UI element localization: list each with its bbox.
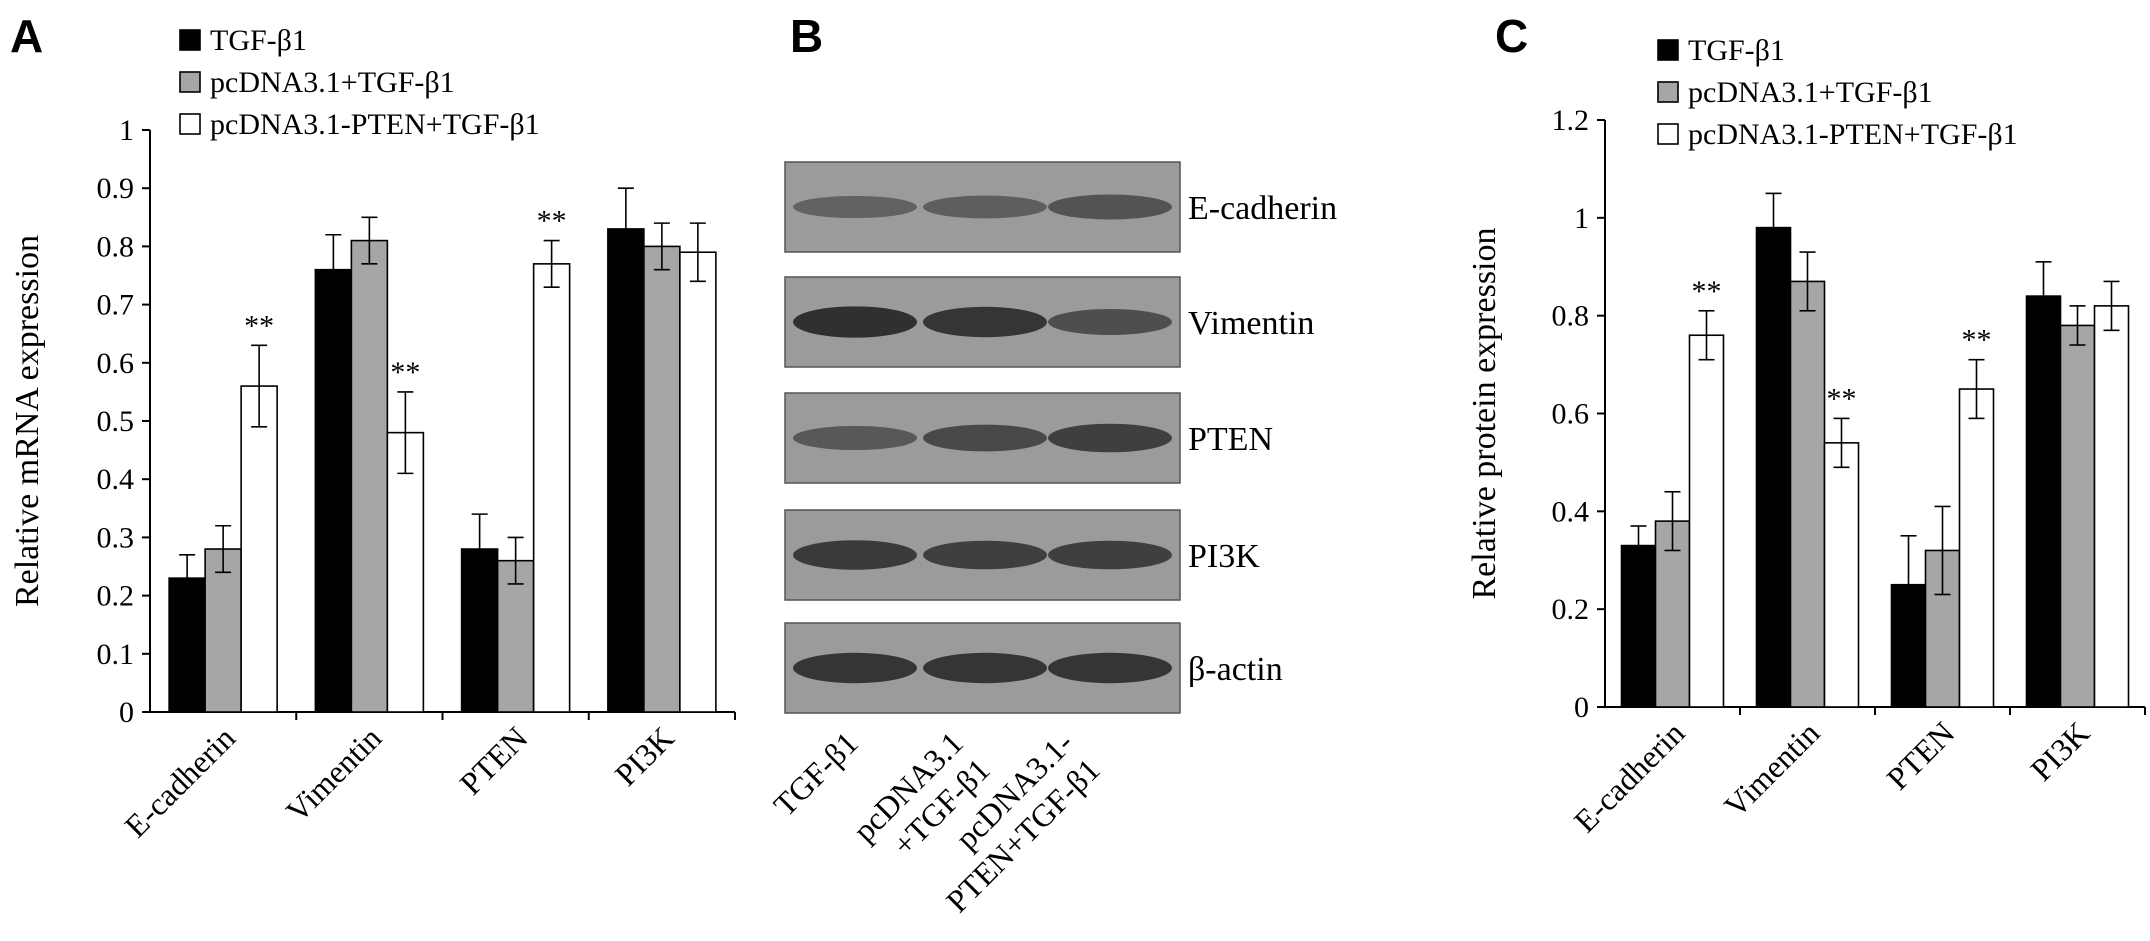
y-tick-label: 0.9 — [97, 172, 135, 205]
x-tick-label: E-cadherin — [117, 719, 242, 844]
legend-label: pcDNA3.1-PTEN+TGF-β1 — [1688, 118, 2018, 151]
legend-label: TGF-β1 — [210, 24, 307, 57]
bar — [350, 239, 389, 713]
bar — [1755, 226, 1792, 708]
y-tick-label: 1 — [119, 114, 134, 147]
y-axis-title: Relative protein expression — [1466, 227, 1503, 599]
x-tick-label: Vimentin — [1717, 714, 1827, 824]
legend-swatch — [179, 71, 201, 93]
bar — [607, 228, 645, 713]
chart-a: 0 0.1 0.2 0.3 0.4 0.5 0.6 0.7 0.8 0.9 1 Relative mR… — [9, 24, 736, 844]
legend-swatch — [1657, 39, 1679, 61]
panel-c-label: C — [1495, 10, 1528, 62]
y-tick-label: 0.4 — [97, 463, 135, 496]
blot-band — [1048, 540, 1172, 570]
legend-swatch — [1657, 81, 1679, 103]
band-label: Vimentin — [1188, 305, 1314, 342]
y-tick-label: 1 — [1574, 202, 1589, 235]
bar — [314, 268, 353, 713]
legend-label: TGF-β1 — [1688, 34, 1785, 67]
significance-marker: ** — [1692, 275, 1722, 308]
significance-marker: ** — [1962, 324, 1992, 357]
bar — [2093, 305, 2130, 708]
band-label: β-actin — [1188, 651, 1283, 688]
legend-swatch — [179, 29, 201, 51]
legend-label: pcDNA3.1+TGF-β1 — [210, 66, 455, 99]
bar — [240, 385, 278, 713]
bar — [1688, 334, 1725, 708]
blot-band — [793, 652, 917, 684]
band-label: PTEN — [1188, 421, 1273, 458]
bar — [1823, 442, 1860, 708]
blot-band — [1048, 309, 1172, 335]
bar — [1620, 544, 1657, 708]
blot-band — [923, 195, 1047, 219]
bar — [386, 431, 425, 713]
y-tick-label: 0.1 — [97, 638, 135, 671]
legend-label: pcDNA3.1-PTEN+TGF-β1 — [210, 108, 540, 141]
x-tick-label: Vimentin — [279, 719, 389, 829]
significance-marker: ** — [390, 356, 420, 389]
y-tick-label: 0.8 — [1552, 300, 1590, 333]
bar — [2025, 295, 2062, 708]
bar — [1789, 280, 1826, 708]
blot-band — [923, 540, 1047, 570]
blot-band — [1048, 423, 1172, 453]
blot-band — [923, 306, 1047, 338]
blot-band — [793, 425, 917, 451]
legend-label: pcDNA3.1+TGF-β1 — [1688, 76, 1933, 109]
bar — [643, 245, 681, 713]
y-tick-label: 0.2 — [97, 580, 135, 613]
blot-band — [793, 540, 917, 570]
lane-label: TGF-β1 — [766, 724, 865, 823]
panel-b-label: B — [790, 10, 823, 62]
x-tick-label: PI3K — [2023, 714, 2096, 787]
significance-marker: ** — [1827, 382, 1857, 415]
bar — [532, 263, 571, 713]
bar — [1654, 520, 1691, 708]
y-tick-label: 0.5 — [97, 405, 135, 438]
blot-band — [923, 652, 1047, 684]
y-tick-label: 0.7 — [97, 289, 135, 322]
blot-band — [793, 306, 917, 338]
y-tick-label: 0.6 — [97, 347, 135, 380]
significance-marker: ** — [244, 309, 274, 342]
band-label: PI3K — [1188, 538, 1260, 575]
chart-c: 0 0.2 0.4 0.6 0.8 1 1.2 Relative protein expres… — [1466, 34, 2146, 839]
blot-band — [1048, 652, 1172, 684]
band-label: E-cadherin — [1188, 190, 1337, 227]
western-blot: E-cadherinVimentinPTENPI3Kβ-actinTGF-β1p… — [766, 161, 1337, 919]
blot-band — [1048, 194, 1172, 220]
bar — [204, 548, 242, 713]
y-tick-label: 0.8 — [97, 230, 135, 263]
significance-marker: ** — [537, 205, 567, 238]
x-tick-label: PI3K — [608, 719, 681, 792]
y-tick-label: 0 — [119, 696, 134, 729]
y-tick-label: 0.6 — [1552, 398, 1590, 431]
blot-band — [793, 195, 917, 219]
y-axis-title: Relative mRNA expression — [9, 235, 46, 607]
y-tick-label: 1.2 — [1552, 104, 1590, 137]
bar — [2059, 324, 2096, 708]
x-tick-label: PTEN — [453, 719, 535, 801]
panel-a-label: A — [10, 10, 43, 62]
x-tick-label: E-cadherin — [1567, 714, 1692, 839]
legend-swatch — [179, 113, 201, 135]
y-tick-label: 0.2 — [1552, 593, 1590, 626]
blot-band — [923, 424, 1047, 452]
legend-swatch — [1657, 123, 1679, 145]
y-tick-label: 0 — [1574, 691, 1589, 724]
bar — [679, 251, 717, 713]
y-tick-label: 0.3 — [97, 521, 135, 554]
y-tick-label: 0.4 — [1552, 495, 1590, 528]
bar — [1958, 388, 1995, 708]
x-tick-label: PTEN — [1879, 714, 1961, 796]
